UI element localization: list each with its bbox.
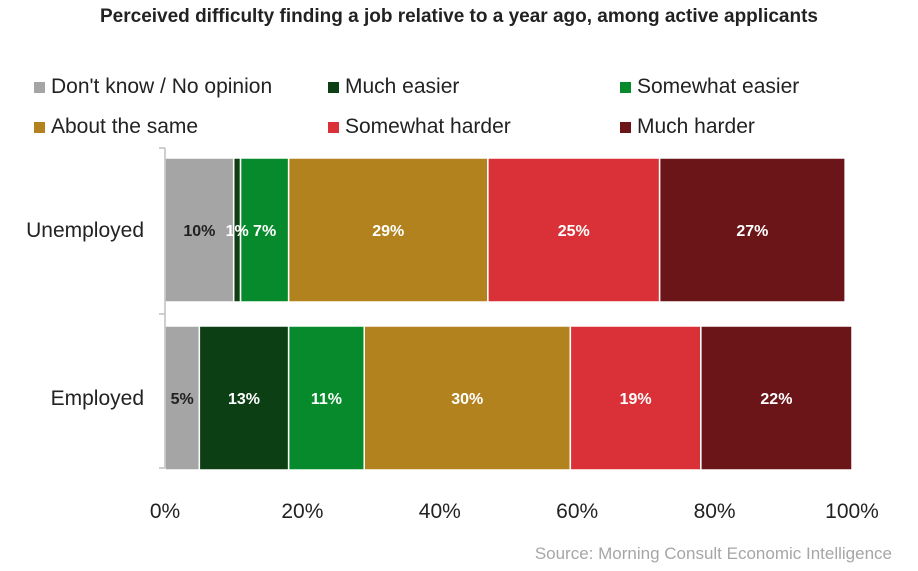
legend-item: Somewhat harder [328,115,511,139]
bar-segment [164,325,201,471]
legend-label: Much harder [637,115,755,138]
bar-segment [363,325,572,471]
bar-segment [569,325,702,471]
data-label: 1% [226,223,249,240]
legend-item: Much easier [328,75,459,99]
bar-segment [287,157,489,303]
x-tick-label: 80% [694,500,736,523]
category-label: Employed [51,387,144,410]
legend-item: About the same [34,115,198,139]
legend-label: Much easier [345,75,460,98]
legend-swatch [328,81,339,93]
data-label: 13% [228,391,260,408]
x-tick-label: 60% [556,500,598,523]
bar-segment [487,157,661,303]
legend: Don't know / No opinion Much easier Somewh… [0,0,918,150]
x-tick-label: 20% [281,500,323,523]
data-label: 10% [183,223,215,240]
category-label: Unemployed [26,219,144,242]
chart-title: Perceived difficulty finding a job relat… [100,6,818,27]
data-label: 19% [620,391,652,408]
data-label: 11% [311,391,342,408]
legend-label: Somewhat harder [345,115,511,138]
bar-segment [700,325,853,471]
legend-swatch [620,81,631,93]
data-label: 5% [171,391,194,408]
x-tick-label: 0% [150,500,180,523]
x-tick-label: 40% [419,500,461,523]
data-label: 27% [736,223,768,240]
x-tick-label: 100% [825,500,879,523]
legend-item: Don't know / No opinion [34,75,272,99]
data-label: 7% [253,223,276,240]
legend-label: Don't know / No opinion [51,75,273,98]
legend-item: Somewhat easier [620,75,799,99]
legend-label: Somewhat easier [637,75,800,98]
data-label: 29% [372,223,404,240]
legend-label: About the same [51,115,199,138]
bar-segment [658,157,846,303]
legend-swatch [34,121,45,133]
legend-swatch [34,81,45,93]
legend-item: Much harder [620,115,755,139]
data-label: 22% [760,391,792,408]
legend-swatch [620,121,631,133]
source-note: Source: Morning Consult Economic Intelli… [534,544,892,563]
legend-swatch [328,121,339,133]
data-label: 30% [451,391,483,408]
bar-segment [164,157,235,303]
bar-segment [287,325,365,471]
data-label: 25% [558,223,590,240]
